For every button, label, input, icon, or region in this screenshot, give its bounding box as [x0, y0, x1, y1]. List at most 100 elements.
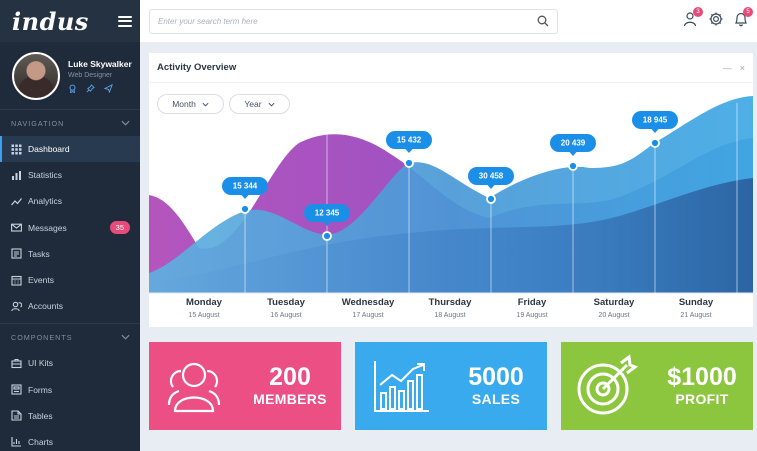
data-point[interactable]: 15 432 [386, 131, 432, 168]
search-icon[interactable] [537, 15, 549, 27]
data-point-label: 18 945 [643, 116, 668, 125]
users-badge: 3 [693, 7, 703, 17]
target-icon [561, 342, 651, 430]
pin-icon[interactable] [86, 83, 95, 93]
data-point[interactable]: 20 439 [550, 134, 596, 171]
top-bar: 3 5 [140, 0, 757, 42]
accounts-icon [11, 301, 22, 312]
grid-icon [11, 144, 22, 155]
sidebar-item-label: UI Kits [28, 358, 54, 369]
minimize-button[interactable]: — [722, 62, 732, 73]
chevron-down-icon [268, 102, 275, 107]
members-icon [149, 342, 239, 430]
sidebar-item-messages[interactable]: Messages 35 [0, 215, 140, 241]
data-point[interactable]: 30 458 [468, 167, 514, 204]
x-axis-day-label: Monday [186, 297, 223, 308]
x-axis-day-label: Thursday [429, 297, 472, 308]
data-point-marker [650, 138, 660, 148]
sidebar-item-analytics[interactable]: Analytics [0, 188, 140, 214]
brand-bar: indus [0, 0, 140, 42]
sidebar-item-dashboard[interactable]: Dashboard [0, 136, 140, 163]
data-point-marker [240, 204, 250, 214]
briefcase-icon [11, 358, 22, 369]
send-icon[interactable] [104, 83, 113, 93]
data-point-label: 30 458 [479, 172, 504, 181]
sidebar-item-label: Forms [28, 384, 53, 395]
sales-value: 5000 [468, 363, 524, 391]
sidebar-item-label: Dashboard [28, 144, 70, 155]
x-axis-date-label: 21 August [680, 312, 711, 319]
menu-toggle-icon[interactable] [118, 15, 132, 27]
profile-name: Luke Skywalker [68, 58, 132, 69]
sidebar-item-events[interactable]: Events [0, 267, 140, 293]
notification-badge: 5 [743, 7, 753, 17]
profit-card[interactable]: $1000 PROFIT [561, 342, 753, 430]
x-axis-day-label: Sunday [679, 297, 714, 308]
sidebar-item-ui-kits[interactable]: UI Kits [0, 350, 140, 376]
profit-value: $1000 [667, 363, 737, 391]
sidebar-item-label: Messages [28, 222, 67, 233]
data-point-label: 20 439 [561, 139, 586, 148]
sidebar-item-label: Tables [28, 410, 53, 421]
sidebar-item-label: Accounts [28, 301, 63, 312]
sales-chart-icon [355, 342, 445, 430]
tables-icon [11, 410, 22, 421]
sidebar-item-charts[interactable]: Charts [0, 429, 140, 451]
sidebar-item-forms[interactable]: Forms [0, 377, 140, 403]
sidebar: indus Luke Skywalker Web Designer NAVIGA… [0, 0, 140, 451]
messages-count-badge: 35 [109, 221, 130, 235]
data-point[interactable]: 18 945 [632, 111, 678, 148]
brand-logo[interactable]: indus [12, 6, 89, 36]
year-filter-dropdown[interactable]: Year [229, 94, 290, 114]
data-point-marker [322, 231, 332, 241]
chevron-down-icon [121, 120, 130, 126]
sidebar-item-label: Analytics [28, 196, 63, 207]
components-section-heading[interactable]: COMPONENTS [0, 324, 140, 350]
activity-overview-panel: Activity Overview — × Month Year [149, 53, 753, 327]
sidebar-item-statistics[interactable]: Statistics [0, 162, 140, 188]
sidebar-item-tasks[interactable]: Tasks [0, 241, 140, 267]
bell-icon[interactable]: 5 [733, 7, 753, 27]
users-icon[interactable]: 3 [683, 7, 703, 27]
data-point[interactable]: 12 345 [304, 204, 350, 241]
analytics-icon [11, 196, 22, 207]
month-filter-dropdown[interactable]: Month [157, 94, 224, 114]
calendar-icon [11, 275, 22, 286]
tasks-icon [11, 248, 22, 259]
navigation-section-heading[interactable]: NAVIGATION [0, 110, 140, 136]
data-point-marker [486, 194, 496, 204]
sidebar-item-accounts[interactable]: Accounts [0, 293, 140, 319]
activity-chart: 15 344 12 345 15 432 30 458 20 439 18 945 Mon… [149, 96, 753, 323]
profile-role: Web Designer [68, 71, 113, 79]
forms-icon [11, 384, 22, 395]
panel-title: Activity Overview [157, 62, 237, 73]
sidebar-item-label: Statistics [28, 170, 63, 181]
members-label: MEMBERS [253, 391, 327, 407]
gear-icon[interactable] [708, 11, 724, 27]
close-button[interactable]: × [739, 62, 745, 73]
data-point-label: 15 344 [233, 182, 258, 191]
user-profile: Luke Skywalker Web Designer [0, 42, 140, 110]
x-axis-day-label: Wednesday [342, 297, 395, 308]
sidebar-item-label: Charts [28, 436, 54, 447]
x-axis-day-label: Friday [518, 297, 547, 308]
sales-card[interactable]: 5000 SALES [355, 342, 547, 430]
envelope-icon [11, 222, 22, 233]
x-axis-date-label: 16 August [270, 312, 301, 319]
search-input[interactable] [158, 16, 537, 26]
data-point-marker [568, 161, 578, 171]
data-point-marker [404, 158, 414, 168]
x-axis-date-label: 18 August [434, 312, 465, 319]
members-card[interactable]: 200 MEMBERS [149, 342, 341, 430]
avatar[interactable] [12, 51, 60, 100]
data-point[interactable]: 15 344 [222, 177, 268, 214]
sidebar-item-label: Events [28, 275, 54, 286]
award-icon[interactable] [68, 84, 77, 93]
data-point-label: 12 345 [315, 209, 340, 218]
sidebar-item-tables[interactable]: Tables [0, 403, 140, 429]
x-axis-day-label: Saturday [594, 297, 635, 308]
x-axis-date-label: 19 August [516, 312, 547, 319]
members-value: 200 [269, 363, 311, 391]
stats-icon [11, 170, 22, 181]
sidebar-item-label: Tasks [28, 248, 50, 259]
